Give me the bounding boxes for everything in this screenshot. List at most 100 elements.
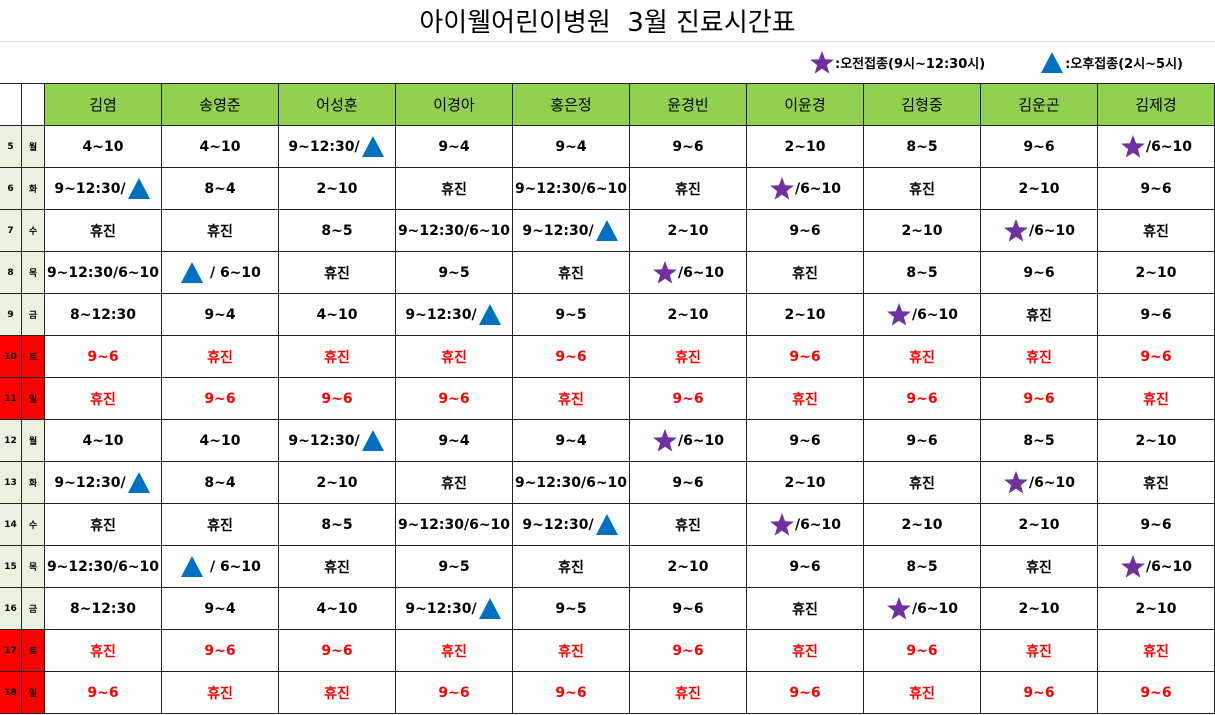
schedule-cell: 2~10 <box>279 168 396 210</box>
schedule-cell: 4~10 <box>45 420 162 462</box>
schedule-cell: 휴진 <box>630 672 747 714</box>
schedule-cell: 9~6 <box>864 378 981 420</box>
schedule-cell: 2~10 <box>630 210 747 252</box>
cell-text: / 6~10 <box>205 264 261 281</box>
schedule-cell: 9~6 <box>981 126 1098 168</box>
schedule-cell: /6~10 <box>981 210 1098 252</box>
schedule-cell: 9~12:30/6~10 <box>396 504 513 546</box>
cell-text: 9~12:30/ <box>288 432 360 449</box>
schedule-cell: 휴진 <box>630 336 747 378</box>
schedule-cell: 휴진 <box>864 168 981 210</box>
schedule-cell: 9~4 <box>513 420 630 462</box>
schedule-cell: 4~10 <box>162 420 279 462</box>
schedule-cell: 9~6 <box>630 126 747 168</box>
schedule-cell: 9~6 <box>981 378 1098 420</box>
schedule-cell: 9~5 <box>513 588 630 630</box>
cell-text: 9~12:30/ <box>405 600 477 617</box>
schedule-cell: 9~6 <box>1098 336 1215 378</box>
cell-text: /6~10 <box>1145 558 1193 575</box>
schedule-cell: 휴진 <box>513 630 630 672</box>
schedule-cell: 휴진 <box>162 504 279 546</box>
triangle-icon <box>181 555 204 577</box>
weekday: 수 <box>22 210 45 252</box>
schedule-cell: 9~12:30/ <box>279 126 396 168</box>
day-number: 15 <box>0 546 22 588</box>
schedule-cell: 휴진 <box>45 630 162 672</box>
schedule-cell: 9~12:30/6~10 <box>513 168 630 210</box>
day-number: 16 <box>0 588 22 630</box>
schedule-cell: /6~10 <box>981 462 1098 504</box>
day-number: 10 <box>0 336 22 378</box>
day-number: 17 <box>0 630 22 672</box>
schedule-cell: 9~6 <box>279 630 396 672</box>
schedule-cell: 9~6 <box>1098 672 1215 714</box>
schedule-cell: 휴진 <box>396 336 513 378</box>
schedule-cell: 2~10 <box>981 168 1098 210</box>
weekday: 월 <box>22 420 45 462</box>
cell-text: /6~10 <box>677 432 725 449</box>
doctor-name: 이윤경 <box>747 84 864 126</box>
cell-text: /6~10 <box>1028 222 1076 239</box>
day-number: 8 <box>0 252 22 294</box>
schedule-cell: 휴진 <box>1098 210 1215 252</box>
cell-text: /6~10 <box>794 180 842 197</box>
schedule-cell: /6~10 <box>747 504 864 546</box>
schedule-cell: 휴진 <box>1098 462 1215 504</box>
schedule-cell: 휴진 <box>513 378 630 420</box>
schedule-cell: 9~6 <box>396 378 513 420</box>
triangle-icon <box>1041 51 1064 73</box>
day-number: 9 <box>0 294 22 336</box>
schedule-cell: 9~4 <box>162 588 279 630</box>
schedule-cell: 휴진 <box>279 546 396 588</box>
schedule-cell: 9~5 <box>396 252 513 294</box>
weekday: 목 <box>22 546 45 588</box>
weekday: 화 <box>22 462 45 504</box>
schedule-cell: 4~10 <box>45 126 162 168</box>
cell-text: / 6~10 <box>205 558 261 575</box>
schedule-cell: 9~5 <box>396 546 513 588</box>
triangle-icon <box>361 135 384 157</box>
schedule-cell: 9~6 <box>513 672 630 714</box>
weekday: 일 <box>22 672 45 714</box>
cell-text: /6~10 <box>1145 138 1193 155</box>
schedule-cell: 휴진 <box>45 210 162 252</box>
schedule-cell: 9~12:30/ <box>513 504 630 546</box>
cell-text: /6~10 <box>911 306 959 323</box>
schedule-cell: 9~6 <box>981 252 1098 294</box>
schedule-cell: 휴진 <box>513 546 630 588</box>
schedule-cell: 휴진 <box>981 630 1098 672</box>
schedule-cell: 9~12:30/ <box>513 210 630 252</box>
schedule-cell: 9~6 <box>1098 504 1215 546</box>
schedule-cell: 9~6 <box>1098 168 1215 210</box>
schedule-cell: 휴진 <box>630 504 747 546</box>
schedule-cell: 2~10 <box>1098 588 1215 630</box>
schedule-cell: 9~6 <box>396 672 513 714</box>
schedule-cell: 휴진 <box>747 588 864 630</box>
star-icon <box>653 260 677 284</box>
schedule-cell: 휴진 <box>1098 378 1215 420</box>
day-number: 14 <box>0 504 22 546</box>
legend: :오전접종(9시~12:30시):오후접종(2시~5시) <box>0 42 1215 84</box>
schedule-cell: 휴진 <box>396 168 513 210</box>
schedule-cell: 휴진 <box>513 252 630 294</box>
schedule-cell: 9~4 <box>513 126 630 168</box>
schedule-cell: 9~6 <box>162 630 279 672</box>
weekday: 금 <box>22 294 45 336</box>
schedule-cell: / 6~10 <box>162 252 279 294</box>
schedule-cell: 휴진 <box>279 336 396 378</box>
cell-text: /6~10 <box>794 516 842 533</box>
schedule-cell: 9~6 <box>747 336 864 378</box>
legend-item: :오후접종(2시~5시) <box>1039 50 1183 76</box>
schedule-cell: 9~6 <box>45 672 162 714</box>
doctor-name: 이경아 <box>396 84 513 126</box>
schedule-cell: 2~10 <box>1098 252 1215 294</box>
star-icon <box>887 302 911 326</box>
schedule-cell: 4~10 <box>162 126 279 168</box>
star-icon <box>1004 470 1028 494</box>
weekday: 일 <box>22 378 45 420</box>
schedule-cell: 8~12:30 <box>45 588 162 630</box>
schedule-cell: /6~10 <box>747 168 864 210</box>
cell-text: 9~12:30/ <box>522 222 594 239</box>
day-number: 18 <box>0 672 22 714</box>
